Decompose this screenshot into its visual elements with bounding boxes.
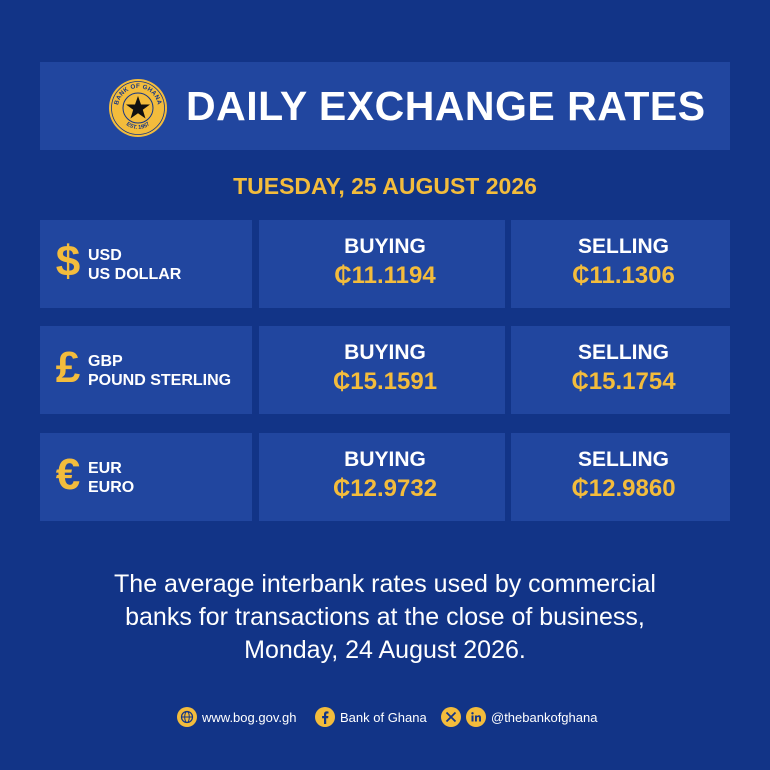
buying-rate: ₵15.1591 [332,368,438,395]
bank-of-ghana-seal-logo: BANK OF GHANA EST. 1957 [109,79,167,137]
website-link[interactable]: www.bog.gov.gh [177,704,296,730]
currency-name: POUND STERLING [88,372,232,389]
selling-label: SELLING [577,448,669,471]
euro-sign-icon: € [55,450,81,499]
currency-cell: € EUR EURO [40,433,252,521]
selling-rate: ₵11.1306 [572,262,675,289]
buying-label: BUYING [344,448,426,471]
rates-description: The average interbank rates used by comm… [60,568,710,667]
facebook-link[interactable]: Bank of Ghana [315,704,427,730]
description-line: Monday, 24 August 2026. [244,636,526,664]
seal-bottom-text: EST. 1957 [125,121,151,131]
rate-row-gbp: £ GBP POUND STERLING BUYING ₵15.1591 SEL… [40,326,730,414]
title-banner: BANK OF GHANA EST. 1957 DAILY EXCHANGE R… [40,62,730,150]
currency-cell: £ GBP POUND STERLING [40,326,252,414]
rate-row-eur: € EUR EURO BUYING ₵12.9732 SELLING ₵12.9… [40,433,730,521]
svg-text:EST. 1957: EST. 1957 [125,121,151,131]
footer: www.bog.gov.gh Bank of Ghana @thebankofg… [0,704,770,730]
page-title: DAILY EXCHANGE RATES [186,83,706,129]
selling-label: SELLING [577,235,669,258]
buying-cell: BUYING ₵12.9732 [259,433,505,521]
website-text: www.bog.gov.gh [202,709,297,725]
dollar-sign-icon: $ [55,237,81,286]
facebook-text: Bank of Ghana [340,709,427,725]
rate-date: TUESDAY, 25 AUGUST 2026 [233,173,537,199]
facebook-icon [315,707,335,727]
linkedin-icon[interactable] [466,707,486,727]
globe-icon [177,707,197,727]
selling-rate: ₵12.9860 [571,475,676,502]
buying-rate: ₵12.9732 [332,475,438,502]
buying-label: BUYING [344,235,426,258]
x-icon[interactable] [441,707,461,727]
star-icon [126,96,150,119]
description-line: The average interbank rates used by comm… [114,570,656,598]
buying-cell: BUYING ₵11.1194 [259,220,505,308]
selling-cell: SELLING ₵11.1306 [511,220,730,308]
currency-code: USD [88,247,122,264]
pound-sign-icon: £ [55,343,81,392]
social-handle-text: @thebankofghana [491,709,598,725]
currency-name: EURO [88,479,135,496]
description-line: banks for transactions at the close of b… [125,603,645,631]
selling-cell: SELLING ₵15.1754 [511,326,730,414]
buying-cell: BUYING ₵15.1591 [259,326,505,414]
buying-label: BUYING [344,341,426,364]
buying-rate: ₵11.1194 [334,262,436,289]
social-links[interactable]: @thebankofghana [441,704,597,730]
selling-rate: ₵15.1754 [571,368,676,395]
selling-cell: SELLING ₵12.9860 [511,433,730,521]
currency-cell: $ USD US DOLLAR [40,220,252,308]
currency-name: US DOLLAR [88,266,182,283]
currency-code: EUR [88,460,122,477]
currency-code: GBP [88,353,123,370]
rate-row-usd: $ USD US DOLLAR BUYING ₵11.1194 SELLING … [40,220,730,308]
selling-label: SELLING [577,341,669,364]
